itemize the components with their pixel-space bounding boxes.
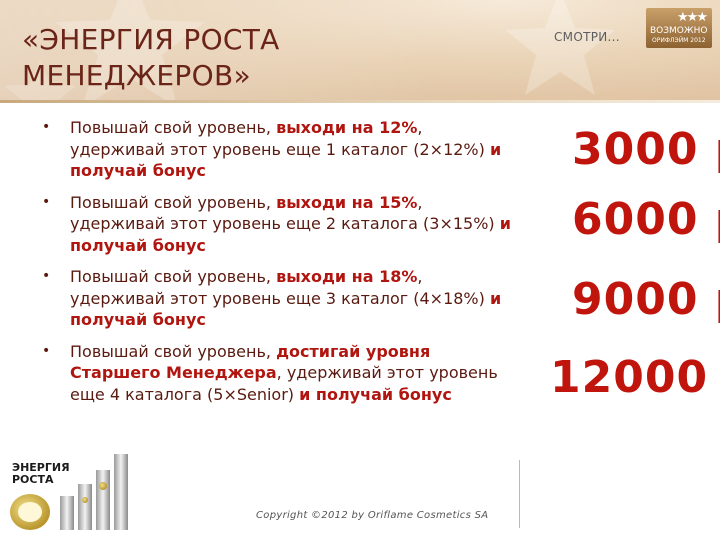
bullet-text: , удерживай этот уровень еще 1 каталог (… <box>70 118 490 159</box>
bullet-text: , удерживай этот уровень еще 4 каталога … <box>70 363 498 404</box>
stars-icon: ★★★ <box>677 10 708 25</box>
bullet-highlight: выходи на 12% <box>276 118 418 137</box>
bullet-highlight: выходи на 15% <box>276 192 418 212</box>
bullet-text: Повышай свой уровень, <box>70 192 277 212</box>
copyright-text: Copyright ©2012 by Oriflame Cosmetics SA <box>256 510 489 521</box>
bonus-column: 3000 р 6000 р 9000 р 12000 <box>520 0 720 540</box>
header-divider <box>0 100 720 103</box>
bullet-icon: • <box>42 268 51 284</box>
logo-text-line-1: ЭНЕРГИЯ <box>12 461 70 474</box>
brand-text: СМОТРИ... <box>554 30 620 44</box>
page-title: «ЭНЕРГИЯ РОСТА МЕНЕДЖЕРОВ» <box>22 22 280 94</box>
bonus-amount: 6000 р <box>572 194 720 245</box>
bullet-highlight: достигай уровня Старшего Менеджера <box>70 341 431 383</box>
bullet-text: Повышай свой уровень, <box>70 118 277 137</box>
bonus-amount: 3000 р <box>572 124 720 175</box>
list-item: • Повышай свой уровень, достигай уровня … <box>42 341 520 406</box>
bullet-highlight: и получай бонус <box>70 214 511 255</box>
bonus-amount: 12000 <box>550 352 709 403</box>
bullet-text: , удерживай этот уровень еще 3 каталог (… <box>70 267 490 308</box>
list-item: • Повышай свой уровень, выходи на 12%, у… <box>42 117 520 182</box>
title-line-1: «ЭНЕРГИЯ РОСТА <box>22 23 280 56</box>
bullet-list: • Повышай свой уровень, выходи на 12%, у… <box>42 117 520 415</box>
bullet-highlight: и получай бонус <box>70 139 502 181</box>
background-stars-decoration <box>4 0 615 100</box>
energy-growth-logo: ЭНЕРГИЯ РОСТА <box>8 448 136 532</box>
logo-title: ЭНЕРГИЯ РОСТА <box>12 462 70 486</box>
slide-header: «ЭНЕРГИЯ РОСТА МЕНЕДЖЕРОВ» СМОТРИ... ★★★… <box>0 0 720 100</box>
bonus-amount: 9000 р <box>572 274 720 325</box>
brand-logo: СМОТРИ... ★★★ ВОЗМОЖНО ОРИФЛЭЙМ 2012 <box>554 8 712 52</box>
bullet-highlight: и получай бонус <box>70 288 502 330</box>
badge-line-1: ВОЗМОЖНО <box>650 26 708 36</box>
bullet-highlight: выходи на 18% <box>276 267 418 286</box>
title-line-2: МЕНЕДЖЕРОВ» <box>22 59 251 92</box>
bullet-highlight: и получай бонус <box>299 384 452 404</box>
trophy-columns-icon <box>10 454 128 530</box>
bullet-text: Повышай свой уровень, <box>70 267 277 286</box>
list-item: • Повышай свой уровень, выходи на 15%, у… <box>42 192 520 257</box>
bullet-icon: • <box>42 119 51 135</box>
header-shade <box>0 0 720 100</box>
logo-text-line-2: РОСТА <box>12 473 54 486</box>
bullet-icon: • <box>42 193 51 210</box>
list-item: • Повышай свой уровень, выходи на 18%, у… <box>42 266 520 331</box>
bullet-icon: • <box>42 342 51 359</box>
vertical-divider <box>519 460 520 528</box>
bullet-text: Повышай свой уровень, <box>70 341 277 361</box>
bullet-text: , удерживай этот уровень еще 2 каталога … <box>70 192 500 234</box>
badge-line-2: ОРИФЛЭЙМ 2012 <box>652 37 706 44</box>
brand-badge: ★★★ ВОЗМОЖНО ОРИФЛЭЙМ 2012 <box>646 8 712 48</box>
